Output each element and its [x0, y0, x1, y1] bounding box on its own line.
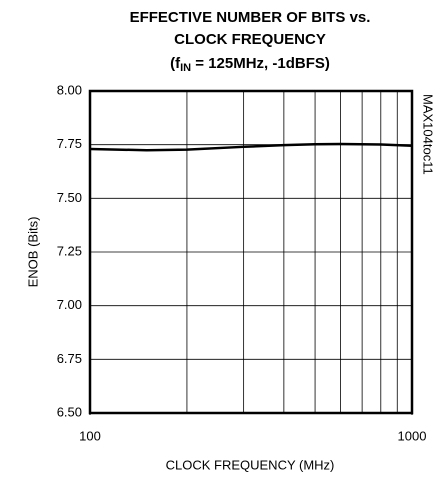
x-tick-label: 100: [79, 428, 101, 443]
plot-frame: [88, 89, 414, 415]
y-tick-label: 7.25: [57, 243, 82, 258]
chart-subtitle: (fIN = 125MHz, -1dBFS): [170, 55, 330, 74]
x-axis-label: CLOCK FREQUENCY (MHz): [166, 457, 335, 472]
annotation: MAX104toc11: [421, 94, 436, 175]
y-tick-label: 7.50: [57, 190, 82, 205]
y-tick-label: 7.00: [57, 297, 82, 312]
y-tick-label: 6.75: [57, 351, 82, 366]
subtitle-part: (f: [170, 55, 181, 72]
data-line: [89, 142, 413, 152]
subtitle-subscript: IN: [180, 62, 191, 74]
subtitle-part: = 125MHz, -1dBFS): [191, 55, 330, 72]
chart-title: EFFECTIVE NUMBER OF BITS vs.: [130, 9, 371, 26]
y-axis-label: ENOB (Bits): [25, 217, 40, 288]
y-tick-label: 7.75: [57, 136, 82, 151]
y-tick-label: 6.50: [57, 404, 82, 419]
y-tick-label: 8.00: [57, 82, 82, 97]
chart-title: CLOCK FREQUENCY: [174, 31, 326, 48]
x-tick-label: 1000: [398, 428, 427, 443]
